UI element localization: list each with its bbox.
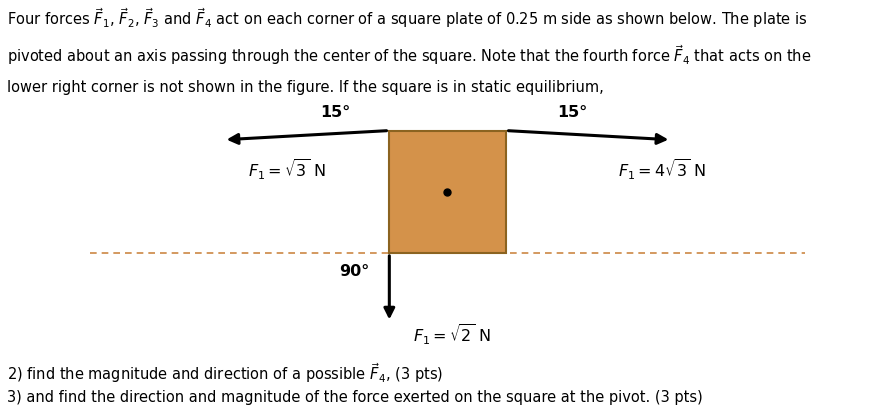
Text: $F_1 = 4\sqrt{3}$ N: $F_1 = 4\sqrt{3}$ N xyxy=(618,157,705,182)
Text: 15°: 15° xyxy=(320,105,350,120)
Text: 90°: 90° xyxy=(339,264,369,279)
Text: 3) and find the direction and magnitude of the force exerted on the square at th: 3) and find the direction and magnitude … xyxy=(7,390,702,405)
Text: $F_1 = \sqrt{3}$ N: $F_1 = \sqrt{3}$ N xyxy=(248,157,325,182)
Text: pivoted about an axis passing through the center of the square. Note that the fo: pivoted about an axis passing through th… xyxy=(7,43,811,67)
Text: $F_1 = \sqrt{2}$ N: $F_1 = \sqrt{2}$ N xyxy=(413,322,490,347)
Text: Four forces $\vec{F}_1$, $\vec{F}_2$, $\vec{F}_3$ and $\vec{F}_4$ act on each co: Four forces $\vec{F}_1$, $\vec{F}_2$, $\… xyxy=(7,6,807,30)
Text: 2) find the magnitude and direction of a possible $\vec{F}_4$, (3 pts): 2) find the magnitude and direction of a… xyxy=(7,361,443,385)
Bar xyxy=(389,131,505,253)
Text: lower right corner is not shown in the figure. If the square is in static equili: lower right corner is not shown in the f… xyxy=(7,80,603,95)
Text: 15°: 15° xyxy=(557,105,587,120)
